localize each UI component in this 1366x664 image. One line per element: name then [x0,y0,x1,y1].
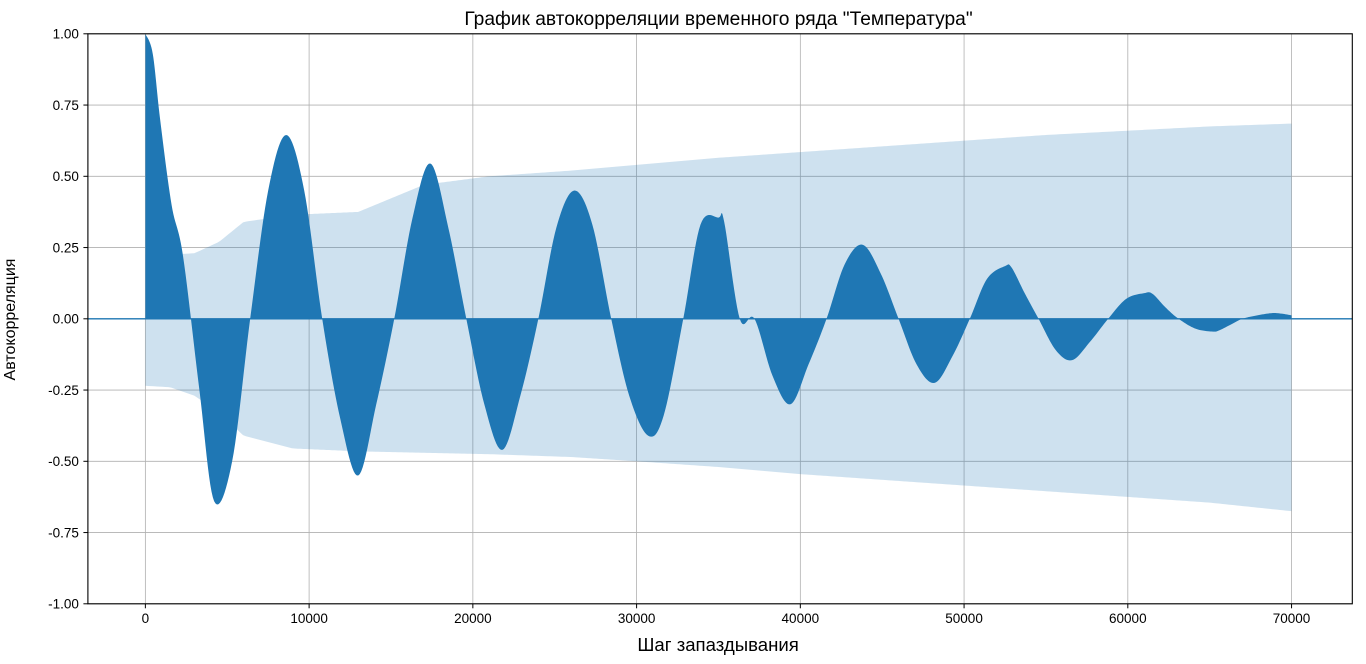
svg-text:-0.25: -0.25 [48,383,79,398]
svg-text:30000: 30000 [618,611,656,626]
svg-text:50000: 50000 [945,611,983,626]
svg-text:40000: 40000 [782,611,820,626]
svg-text:Автокорреляция: Автокорреляция [2,259,19,381]
svg-text:60000: 60000 [1109,611,1147,626]
svg-text:10000: 10000 [290,611,328,626]
svg-text:0.25: 0.25 [53,240,79,255]
svg-text:Шаг запаздывания: Шаг запаздывания [637,634,798,655]
svg-text:70000: 70000 [1273,611,1311,626]
svg-text:График автокорреляции временно: График автокорреляции временного ряда "Т… [464,9,972,30]
svg-text:0: 0 [142,611,150,626]
svg-text:0.75: 0.75 [53,98,79,113]
svg-text:-1.00: -1.00 [48,597,79,612]
svg-text:1.00: 1.00 [53,27,79,42]
svg-text:-0.50: -0.50 [48,454,79,469]
svg-text:0.50: 0.50 [53,169,79,184]
svg-text:0.00: 0.00 [53,312,79,327]
svg-text:20000: 20000 [454,611,492,626]
svg-text:-0.75: -0.75 [48,525,79,540]
